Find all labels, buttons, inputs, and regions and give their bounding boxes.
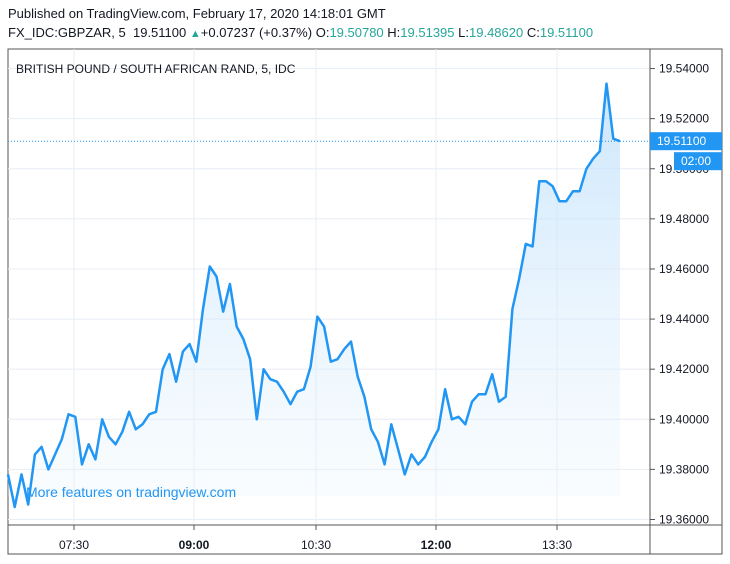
low-value: 19.48620	[469, 25, 524, 40]
x-tick-label: 13:30	[542, 538, 572, 552]
countdown-badge: 02:00	[674, 152, 722, 171]
ohlc-line: FX_IDC:GBPZAR, 5 19.51100 ▲+0.07237 (+0.…	[8, 25, 593, 40]
y-tick-label: 19.40000	[659, 412, 709, 426]
symbol-label: FX_IDC:GBPZAR, 5	[8, 25, 126, 40]
y-tick-label: 19.48000	[659, 212, 709, 226]
chart-title: BRITISH POUND / SOUTH AFRICAN RAND, 5, I…	[16, 62, 296, 76]
close-value: 19.51100	[539, 25, 594, 40]
y-tick-label: 19.46000	[659, 262, 709, 276]
low-label: L:	[458, 25, 469, 40]
y-tick-label: 19.44000	[659, 312, 709, 326]
published-line: Published on TradingView.com, February 1…	[8, 6, 386, 21]
x-tick-label: 12:00	[421, 538, 452, 552]
price-line	[6, 82, 621, 509]
y-tick-label: 19.52000	[659, 112, 709, 126]
time-axis[interactable]: 07:30 09:00 10:30 12:00 13:30	[59, 525, 572, 552]
y-tick-label: 19.38000	[659, 462, 709, 476]
x-tick-label: 07:30	[59, 538, 89, 552]
up-arrow-icon: ▲	[189, 28, 201, 40]
countdown-label: 02:00	[681, 154, 711, 168]
y-tick-label: 19.54000	[659, 62, 709, 76]
chart-frame	[7, 48, 723, 555]
high-label: H:	[387, 25, 401, 40]
price-change: +0.07237 (+0.37%)	[200, 25, 313, 40]
price-axis[interactable]: 19.36000 19.38000 19.40000 19.42000 19.44000…	[650, 62, 709, 527]
open-value: 19.50780	[329, 25, 384, 40]
high-value: 19.51395	[400, 25, 455, 40]
last-price: 19.51100	[132, 25, 187, 40]
current-price-badge: 19.51100	[650, 132, 722, 151]
area-fill	[8, 83, 620, 507]
x-tick-label: 10:30	[301, 538, 331, 552]
x-tick-label: 09:00	[179, 538, 210, 552]
current-price-label: 19.51100	[657, 134, 706, 148]
y-tick-label: 19.36000	[659, 512, 709, 526]
watermark-link[interactable]: More features on tradingview.com	[26, 484, 236, 500]
close-label: C:	[526, 25, 540, 40]
open-label: O:	[315, 25, 330, 40]
y-tick-label: 19.42000	[659, 362, 709, 376]
